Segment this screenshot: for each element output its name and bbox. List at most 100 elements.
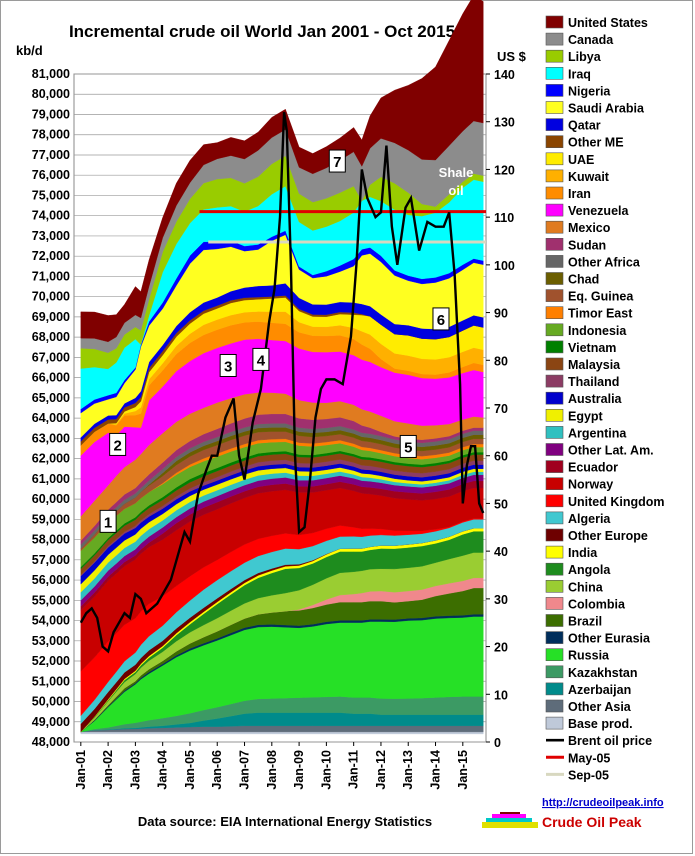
y-tick-label: 54,000 — [32, 614, 70, 628]
y-tick-label: 48,000 — [32, 735, 70, 749]
legend-item-label: Sudan — [568, 238, 606, 252]
y-tick-label: 57,000 — [32, 553, 70, 567]
y2-tick-label: 90 — [494, 307, 508, 321]
y2-tick-label: 80 — [494, 354, 508, 368]
y-tick-label: 77,000 — [32, 148, 70, 162]
y2-tick-label: 0 — [494, 736, 501, 750]
annotation-box — [328, 149, 346, 173]
x-tick-label: Jan-05 — [183, 750, 197, 790]
legend-item-label: Malaysia — [568, 358, 621, 372]
legend-swatch — [545, 238, 564, 251]
legend-swatch — [545, 186, 564, 200]
y-tick-label: 75,000 — [32, 188, 70, 202]
legend-swatch — [545, 597, 564, 610]
annotation-label: 4 — [257, 352, 266, 369]
legend-swatch — [545, 357, 564, 371]
y-tick-label: 52,000 — [32, 654, 70, 668]
shale-oil-label: oil — [448, 183, 463, 198]
legend-swatch — [545, 460, 564, 473]
y2-axis-label: US $ — [497, 49, 527, 64]
annotation-label: 2 — [113, 437, 121, 454]
legend-swatch — [545, 528, 564, 542]
legend-swatch — [545, 169, 564, 183]
legend-item-label: Other Asia — [568, 700, 632, 714]
legend-swatch — [545, 648, 564, 662]
legend-item-label: Libya — [568, 50, 602, 64]
legend-item-label: Other Lat. Am. — [568, 444, 654, 458]
legend-item-label: Other ME — [568, 136, 624, 150]
legend-swatch — [545, 562, 564, 576]
legend-item-label: China — [568, 580, 604, 594]
y-tick-label: 61,000 — [32, 472, 70, 486]
legend-swatch — [545, 408, 564, 422]
legend-swatch — [545, 84, 564, 97]
legend-swatch — [545, 494, 564, 508]
site-url-link[interactable]: http://crudeoilpeak.info — [542, 797, 664, 809]
annotation-box — [109, 432, 127, 456]
y-tick-label: 80,000 — [32, 87, 70, 101]
y2-tick-label: 140 — [494, 68, 515, 82]
brand-name: Crude Oil Peak — [542, 814, 642, 830]
legend-swatch — [545, 716, 564, 730]
legend-swatch — [545, 391, 564, 405]
legend-item-label: May-05 — [568, 751, 610, 765]
annotation-box — [432, 307, 450, 331]
legend-swatch — [545, 118, 564, 131]
y2-tick-label: 70 — [494, 402, 508, 416]
legend-item-label: Other Eurasia — [568, 632, 651, 646]
legend-item-label: Saudi Arabia — [568, 102, 645, 116]
legend-swatch — [545, 67, 564, 80]
legend-swatch — [545, 374, 564, 388]
legend-swatch — [545, 323, 564, 337]
y-tick-label: 69,000 — [32, 310, 70, 324]
y2-tick-label: 110 — [494, 211, 514, 225]
legend-swatch — [545, 289, 564, 302]
y-tick-label: 60,000 — [32, 492, 70, 506]
x-tick-label: Jan-12 — [374, 750, 388, 790]
annotation-box — [99, 509, 117, 533]
legend-swatch — [545, 545, 564, 559]
legend-swatch — [545, 665, 564, 679]
x-tick-label: Jan-06 — [210, 750, 224, 790]
legend-item-label: Angola — [568, 563, 611, 577]
legend-item-label: Kuwait — [568, 170, 610, 184]
y2-tick-label: 20 — [494, 641, 508, 655]
legend-swatch — [545, 15, 564, 29]
y2-tick-label: 50 — [494, 497, 508, 511]
annotation-label: 1 — [104, 514, 112, 531]
y-tick-label: 74,000 — [32, 209, 70, 223]
legend-item-label: Timor East — [568, 307, 633, 321]
x-tick-label: Jan-09 — [292, 750, 306, 790]
legend-item-label: Algeria — [568, 512, 611, 526]
legend-swatch — [545, 477, 564, 491]
y-tick-label: 68,000 — [32, 330, 70, 344]
legend-item-label: Venezuela — [568, 204, 629, 218]
x-tick-label: Jan-15 — [456, 750, 470, 790]
x-tick-label: Jan-14 — [429, 750, 443, 790]
legend-item-label: Norway — [568, 478, 613, 492]
x-tick-label: Jan-13 — [401, 750, 415, 790]
area-series-0 — [80, 731, 484, 735]
legend-swatch — [545, 32, 564, 46]
y2-tick-label: 30 — [494, 593, 508, 607]
annotation-label: 7 — [333, 154, 341, 171]
y-tick-label: 66,000 — [32, 371, 70, 385]
y-tick-label: 76,000 — [32, 168, 70, 182]
legend-swatch — [545, 699, 564, 713]
x-tick-label: Jan-02 — [101, 750, 115, 790]
legend-item-label: Indonesia — [568, 324, 627, 338]
legend-item-label: Vietnam — [568, 341, 616, 355]
brent-price-line — [79, 112, 485, 654]
legend-item-label: UAE — [568, 153, 594, 167]
y-tick-label: 50,000 — [32, 695, 70, 709]
legend-item-label: Chad — [568, 273, 599, 287]
legend-item-label: Brent oil price — [568, 734, 652, 748]
legend-swatch — [545, 152, 564, 166]
y-tick-label: 78,000 — [32, 128, 70, 142]
legend-item-label: Azerbaijan — [568, 683, 631, 697]
legend-item-label: Thailand — [568, 375, 619, 389]
x-tick-label: Jan-10 — [319, 750, 333, 790]
y-tick-label: 79,000 — [32, 107, 70, 121]
y-axis-label: kb/d — [16, 43, 43, 58]
x-tick-label: Jan-08 — [265, 750, 279, 790]
